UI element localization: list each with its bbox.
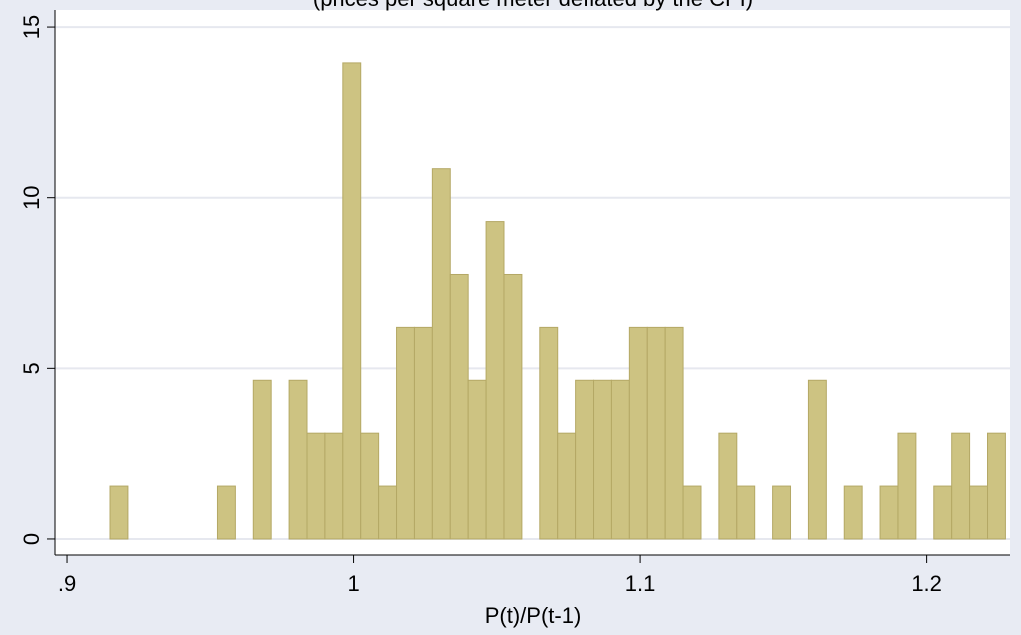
x-axis-label: P(t)/P(t-1) [485, 603, 582, 628]
bar [987, 432, 1006, 540]
bar [449, 273, 469, 540]
y-tick-label: 10 [19, 185, 44, 209]
bar [575, 379, 595, 540]
bar [109, 485, 129, 540]
bar [539, 326, 559, 540]
bar [628, 326, 648, 540]
bar [306, 432, 326, 540]
bar [879, 485, 899, 540]
bar [431, 168, 451, 540]
bar [252, 379, 272, 540]
bar [378, 485, 398, 540]
bar [360, 432, 380, 540]
bar [664, 326, 684, 540]
bar [646, 326, 666, 540]
x-tick-label: 1.2 [911, 571, 942, 596]
x-tick-label: .9 [58, 571, 76, 596]
bar [969, 485, 989, 540]
bar [897, 432, 917, 540]
bar [396, 326, 415, 540]
bar [843, 485, 863, 540]
bar [413, 326, 433, 540]
bar [342, 62, 362, 540]
bar [467, 379, 487, 540]
bar [610, 379, 630, 540]
bar [933, 485, 953, 540]
bar [593, 379, 612, 540]
x-tick-label: 1 [347, 571, 359, 596]
bar [807, 379, 827, 540]
bar [503, 273, 523, 540]
x-tick-label: 1.1 [625, 571, 656, 596]
plot-area [55, 10, 1010, 555]
chart-subtitle: (prices per square meter deflated by the… [313, 0, 753, 11]
bar [324, 432, 344, 540]
y-tick-label: 15 [19, 15, 44, 39]
bar [485, 221, 505, 540]
y-tick-label: 0 [19, 533, 44, 545]
bar [557, 432, 577, 540]
y-tick-label: 5 [19, 362, 44, 374]
bar [216, 485, 236, 540]
bar [682, 485, 702, 540]
bar [736, 485, 756, 540]
bar [772, 485, 792, 540]
bar [288, 379, 308, 540]
bar [718, 432, 738, 540]
bar [951, 432, 971, 540]
